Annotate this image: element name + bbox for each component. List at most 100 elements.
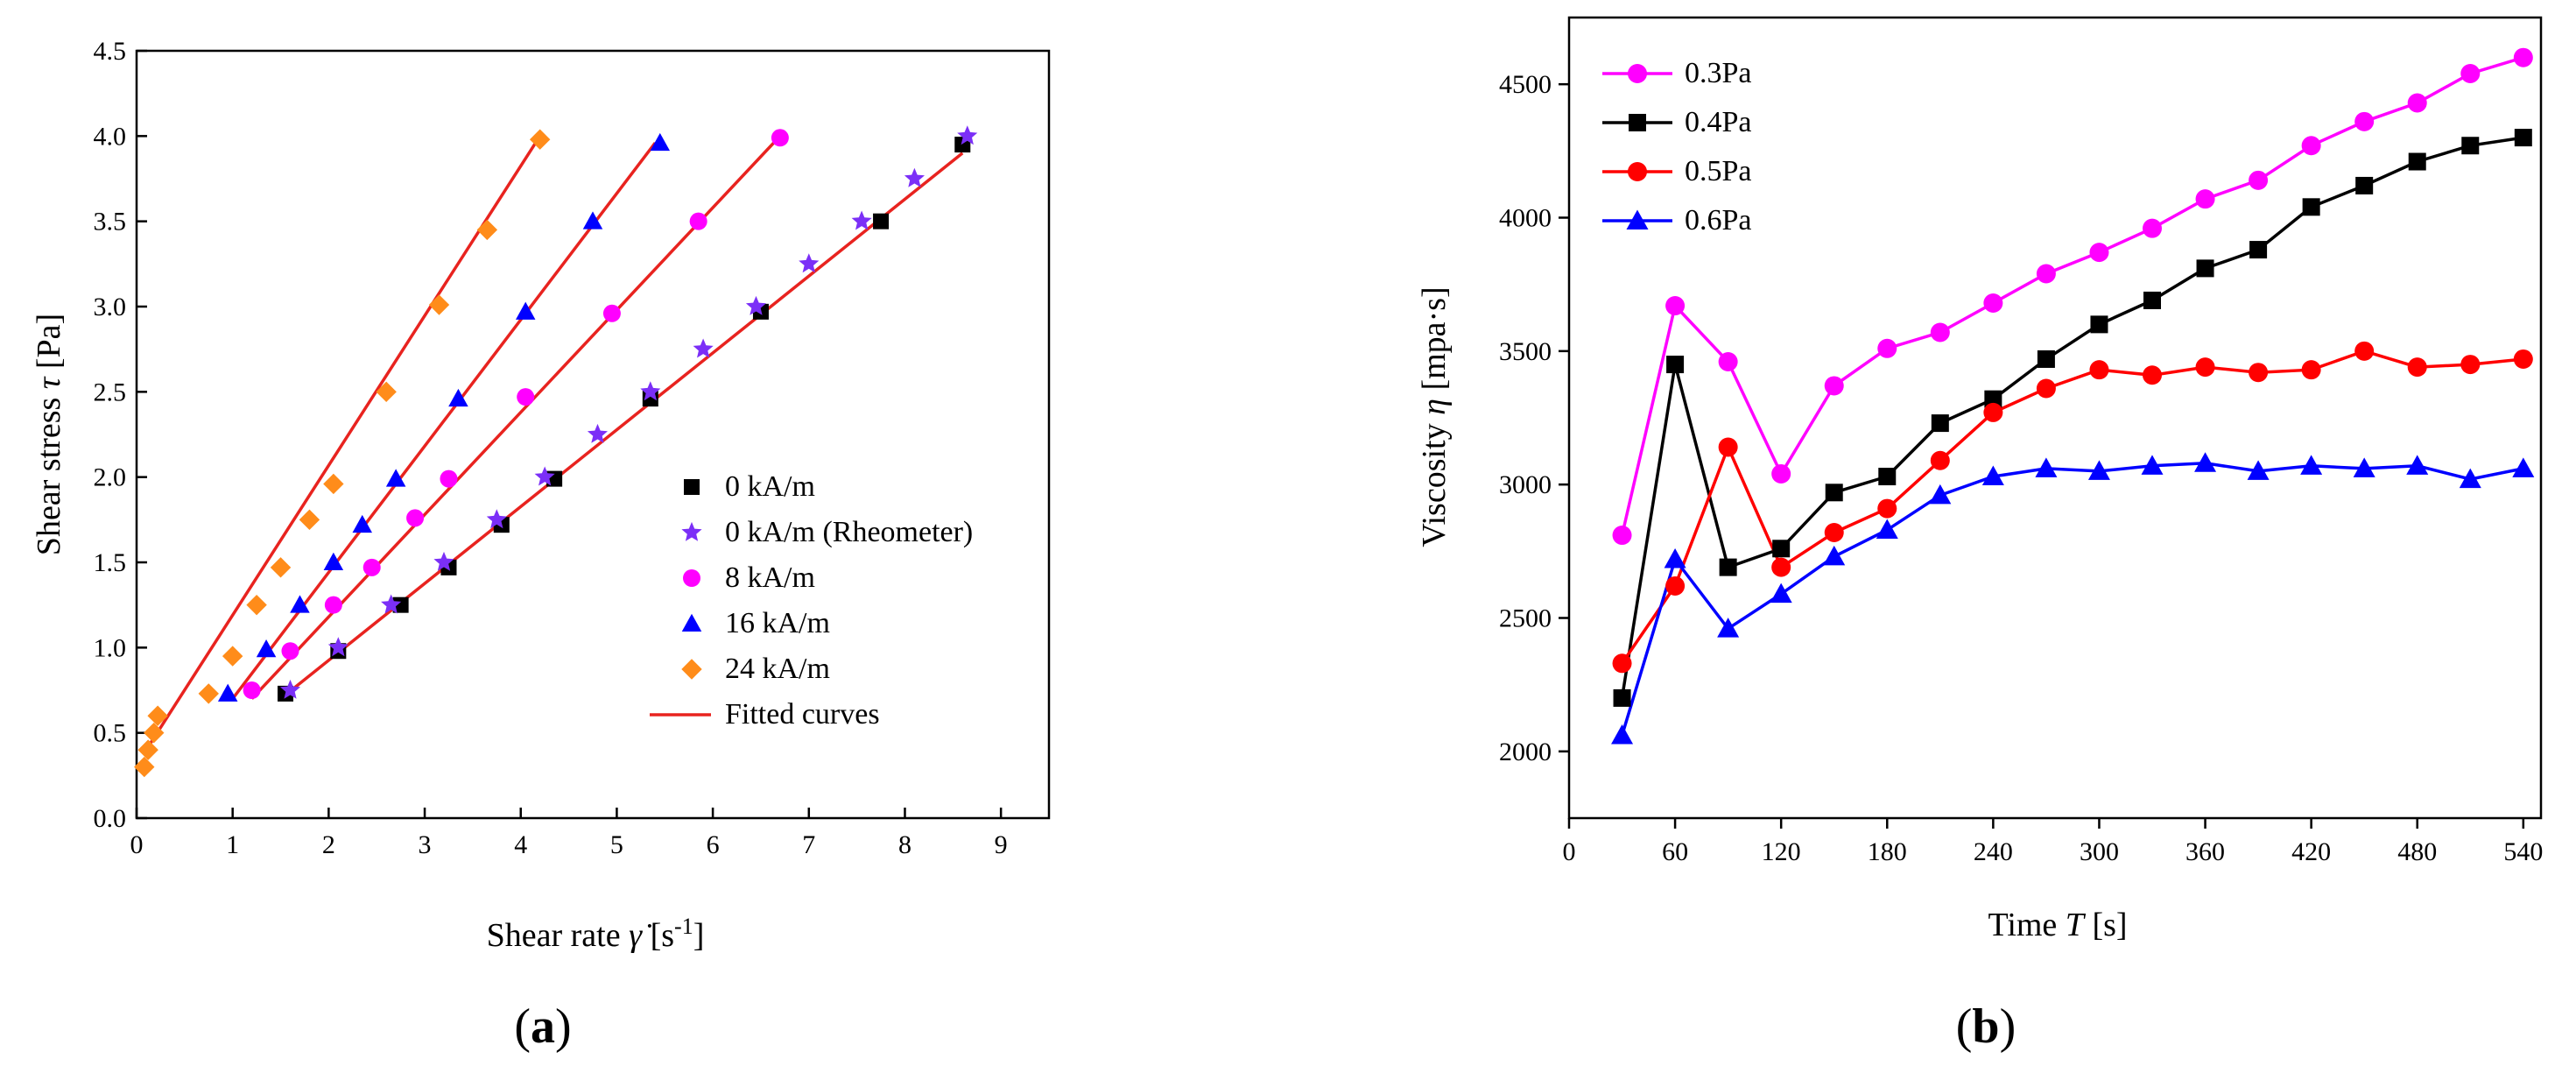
series-line-0-4pa: [1620, 136, 2524, 699]
panel-a-x-tick-label: 8: [898, 830, 911, 859]
panel-b-y-axis-label: Viscosity η [mpa·s]: [1416, 286, 1453, 547]
panel-b-x-tick-label: 240: [1974, 837, 2013, 866]
point-0-4pa: [1878, 468, 1897, 486]
point-0-5pa: [2301, 360, 2321, 380]
point-0-4pa: [2302, 198, 2320, 216]
panel-a-x-tick-label: 0: [130, 830, 144, 859]
point-24-ka-m: [299, 509, 320, 531]
panel-a-x-tick-label: 1: [226, 830, 239, 859]
point-0-5pa: [1612, 653, 1632, 674]
point-8-ka-m: [406, 509, 425, 527]
panel-a-fitted-curves: [144, 135, 964, 752]
point-0-3pa: [2513, 47, 2533, 67]
panel-a-y-tick-label: 1.5: [94, 548, 127, 577]
panel-a-label: (a): [514, 999, 571, 1054]
point-0-6pa: [2406, 455, 2429, 475]
point-0-ka-m-rheometer: [587, 423, 608, 443]
point-24-ka-m: [476, 219, 498, 241]
point-24-ka-m: [428, 294, 450, 315]
panel-a-plot-frame: [135, 49, 1051, 820]
panel-b-data-points: [1611, 47, 2535, 745]
panel-a-y-tick-label: 4.5: [94, 37, 127, 66]
point-0-3pa: [1983, 293, 2003, 313]
point-24-ka-m: [147, 705, 168, 726]
point-0-5pa: [1983, 402, 2003, 422]
panel-b-y-tick-label: 2000: [1499, 738, 1552, 766]
point-0-3pa: [1824, 376, 1844, 396]
point-0-ka-m: [392, 597, 409, 613]
point-0-6pa: [1717, 618, 1740, 638]
point-0-5pa: [2089, 360, 2109, 380]
point-0-6pa: [1770, 582, 1792, 604]
panel-b-x-tick-label: 0: [1563, 837, 1576, 866]
panel-a-ticks: 0 1 2 3 4 5 6 7 8 9 0.0 0.5 1.0 1.5 2.0 2.5 3.0 3.5 4.0 4.5: [94, 37, 1008, 859]
point-0-3pa: [1612, 526, 1632, 546]
point-0-4pa: [2355, 176, 2374, 194]
legend-marker-0-4pa: [1629, 114, 1646, 131]
panel-a-y-tick-label: 2.5: [94, 378, 127, 406]
panel-a-x-tick-label: 3: [419, 830, 432, 859]
panel-b-y-tick-label: 3500: [1499, 337, 1552, 366]
point-0-6pa: [1611, 724, 1634, 745]
legend-label-0-6pa: 0.6Pa: [1685, 204, 1752, 236]
point-0-5pa: [2407, 357, 2427, 378]
point-0-6pa: [2035, 457, 2058, 477]
point-16-ka-m: [385, 469, 406, 487]
fitted-curve-line: [279, 152, 964, 701]
panel-b-x-tick-label: 120: [1762, 837, 1801, 866]
panel-b-y-tick-label: 4500: [1499, 70, 1552, 99]
legend-marker-0-ka-m-rheometer: [681, 521, 702, 541]
panel-b-ticks: 0 60 120 180 240 300 360 420 480 540 2000 2500 3000 3…: [1499, 70, 2543, 866]
point-8-ka-m: [281, 642, 299, 660]
point-24-ka-m: [198, 683, 219, 704]
legend-label-0-ka-m-rheometer: 0 kA/m (Rheometer): [725, 516, 973, 548]
point-0-ka-m-rheometer: [279, 679, 301, 699]
point-24-ka-m: [529, 129, 551, 150]
point-0-5pa: [2195, 357, 2215, 378]
point-0-ka-m: [873, 213, 890, 229]
point-8-ka-m: [689, 212, 707, 230]
point-0-4pa: [1772, 540, 1791, 558]
panel-a-y-tick-label: 0.0: [94, 804, 127, 833]
panel-b-plot-frame: [1567, 16, 2543, 820]
point-16-ka-m: [448, 388, 468, 407]
panel-b-legend: 0.3Pa 0.4Pa 0.5Pa 0.6Pa: [1602, 57, 1752, 236]
legend-label-16-ka-m: 16 kA/m: [725, 607, 830, 639]
point-8-ka-m: [771, 129, 789, 147]
point-16-ka-m: [323, 552, 344, 570]
point-24-ka-m: [323, 473, 344, 495]
panel-a-y-tick-label: 1.0: [94, 633, 127, 662]
point-24-ka-m: [134, 756, 155, 778]
panel-b-y-tick-label: 4000: [1499, 204, 1552, 233]
point-8-ka-m: [243, 681, 261, 699]
panel-b-x-tick-label: 360: [2185, 837, 2225, 866]
panel-b-x-tick-label: 420: [2291, 837, 2331, 866]
point-0-4pa: [2143, 291, 2161, 309]
legend-marker-0-6pa: [1626, 209, 1649, 229]
point-0-6pa: [2087, 460, 2110, 480]
point-0-4pa: [1666, 356, 1685, 374]
point-0-6pa: [1929, 484, 1952, 505]
panel-b-series-lines: [1620, 56, 2524, 737]
point-0-4pa: [1719, 558, 1737, 576]
panel-a-x-tick-label: 4: [514, 830, 527, 859]
point-8-ka-m: [517, 388, 535, 406]
point-0-6pa: [2300, 455, 2323, 475]
point-16-ka-m: [290, 595, 310, 613]
point-0-3pa: [2407, 93, 2427, 113]
point-0-ka-m-rheometer: [904, 167, 925, 187]
point-0-3pa: [2460, 63, 2481, 83]
legend-label-0-4pa: 0.4Pa: [1685, 106, 1752, 138]
point-16-ka-m: [582, 211, 603, 229]
point-16-ka-m: [256, 639, 277, 658]
point-0-4pa: [2461, 137, 2480, 155]
point-0-4pa: [2408, 152, 2426, 171]
point-0-ka-m-rheometer: [534, 466, 555, 486]
series-line-0-6pa: [1620, 462, 2524, 737]
point-0-6pa: [2512, 457, 2535, 477]
point-0-ka-m-rheometer: [640, 381, 661, 401]
point-0-6pa: [1664, 547, 1686, 568]
point-0-4pa: [2196, 259, 2214, 278]
point-0-ka-m-rheometer: [851, 210, 872, 230]
point-0-6pa: [2459, 468, 2481, 489]
